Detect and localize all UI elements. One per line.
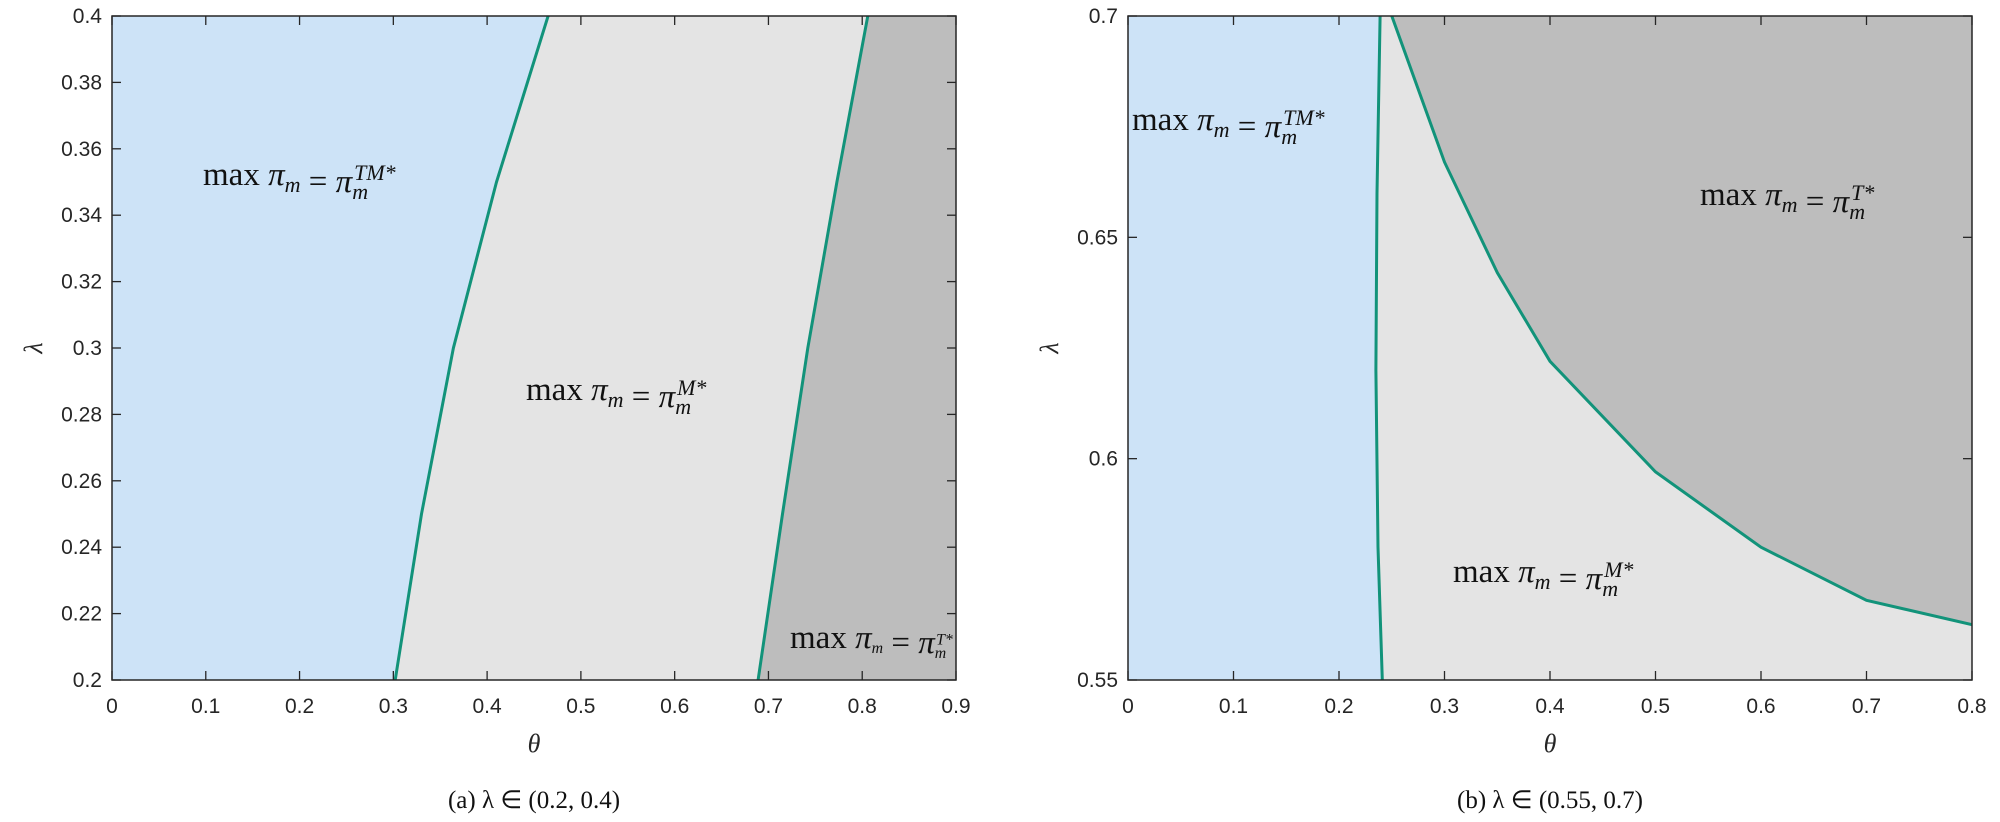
region-label: max πm = πmM* xyxy=(526,372,706,419)
y-tick-label: 0.7 xyxy=(1089,5,1118,28)
x-tick-label: 0.5 xyxy=(566,695,595,718)
boundary-curve-2 xyxy=(756,16,870,680)
x-tick-label: 0.3 xyxy=(379,695,408,718)
region-label: max πm = πmTM* xyxy=(1132,102,1325,149)
x-tick-label: 0.4 xyxy=(473,695,503,718)
x-tick-label: 0.1 xyxy=(191,695,220,718)
boundary-curve-2 xyxy=(1390,16,1972,627)
y-tick-label: 0.6 xyxy=(1089,448,1118,471)
y-tick-label: 0.28 xyxy=(61,403,102,426)
region-label: max πm = πmT* xyxy=(1700,177,1874,224)
y-tick-label: 0.26 xyxy=(61,470,102,493)
y-tick-label: 0.24 xyxy=(61,536,102,559)
y-tick-label: 0.38 xyxy=(61,71,102,94)
x-tick-label: 0.8 xyxy=(848,695,877,718)
panel-caption: (b) λ ∈ (0.55, 0.7) xyxy=(1457,787,1643,814)
y-tick-label: 0.36 xyxy=(61,138,102,161)
x-tick-label: 0.1 xyxy=(1219,695,1248,718)
x-tick-label: 0.6 xyxy=(1746,695,1775,718)
y-tick-label: 0.3 xyxy=(73,337,102,360)
x-tick-label: 0.6 xyxy=(660,695,689,718)
x-tick-label: 0.2 xyxy=(285,695,314,718)
region-fill-upper xyxy=(1391,16,1972,625)
y-axis-label: λ xyxy=(19,342,48,354)
region-label: max πm = πmTM* xyxy=(203,157,396,204)
plot-area xyxy=(112,16,956,680)
x-tick-label: 0 xyxy=(106,695,118,718)
panel-b: 0 0.1 0.2 0.3 0.4 0.5 0.6 0.7 0.8 0.55 0.6 0.65 0.7 θ… xyxy=(1035,5,1987,814)
y-tick-label: 0.4 xyxy=(73,5,103,28)
region-fill-right xyxy=(758,16,956,680)
y-tick-label: 0.34 xyxy=(61,204,102,227)
x-tick-label: 0.7 xyxy=(754,695,783,718)
panel-caption: (a) λ ∈ (0.2, 0.4) xyxy=(448,787,620,814)
x-tick-label: 0.7 xyxy=(1852,695,1881,718)
y-tick-label: 0.32 xyxy=(61,271,102,294)
x-tick-label: 0.5 xyxy=(1641,695,1670,718)
x-tick-label: 0.8 xyxy=(1957,695,1986,718)
boundary-curve-1 xyxy=(1374,16,1384,680)
x-tick-label: 0 xyxy=(1122,695,1134,718)
region-label: max πm = πmT* xyxy=(790,620,953,662)
y-tick-label: 0.65 xyxy=(1077,226,1118,249)
x-tick-label: 0.2 xyxy=(1324,695,1353,718)
boundary-curve-1 xyxy=(393,16,550,680)
x-axis-label: θ xyxy=(1544,729,1557,758)
region-label: max πm = πmM* xyxy=(1453,554,1633,601)
x-axis-label: θ xyxy=(528,729,541,758)
plot-area xyxy=(1128,16,1972,680)
y-tick-label: 0.2 xyxy=(73,669,102,692)
y-axis-label: λ xyxy=(1035,342,1064,354)
panel-a: 0 0.1 0.2 0.3 0.4 0.5 0.6 0.7 0.8 0.9 0.2 0.22 0.24 0… xyxy=(19,5,971,814)
y-tick-label: 0.55 xyxy=(1077,669,1118,692)
x-tick-label: 0.9 xyxy=(941,695,970,718)
x-tick-label: 0.4 xyxy=(1535,695,1565,718)
region-fill-left xyxy=(112,16,549,680)
region-fill-left xyxy=(1128,16,1383,680)
x-tick-label: 0.3 xyxy=(1430,695,1459,718)
y-tick-label: 0.22 xyxy=(61,603,102,626)
